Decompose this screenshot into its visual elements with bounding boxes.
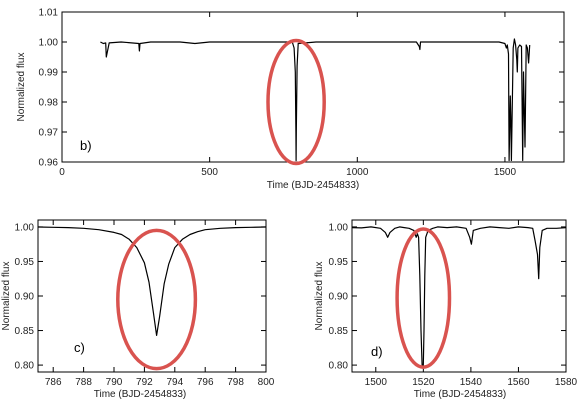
panel-b-plot-frame <box>61 11 565 163</box>
panel-d-x-tick-label: 1500 <box>365 377 388 388</box>
panel-c-x-tick-labels: 786 788 790 792 794 796 798 800 <box>45 377 275 388</box>
panel-b-highlight-ellipse <box>266 38 326 166</box>
panel-d-y-tick-label: 0.85 <box>329 326 349 337</box>
panel-d-x-tick-label: 1580 <box>555 377 578 388</box>
panel-c: 786 788 790 792 794 796 798 800 0.80 0.85 0.90 0.9… <box>1 219 275 400</box>
panel-c-x-tick-label: 796 <box>197 377 214 388</box>
panel-d-y-tick-label: 0.90 <box>329 292 349 303</box>
panel-c-y-tick-label: 0.95 <box>15 257 35 268</box>
panel-d-y-tick-labels: 0.80 0.85 0.90 0.95 1.00 <box>329 222 349 371</box>
panel-b-x-axis-label: Time (BJD-2454833) <box>267 180 359 191</box>
panel-b-x-tick-label: 1500 <box>494 167 517 178</box>
panel-b-x-tick-labels: 0 500 1000 1500 <box>59 167 516 178</box>
panel-d-x-tick-label: 1520 <box>412 377 435 388</box>
panel-b-flux-line <box>100 38 531 162</box>
panel-d-flux-line <box>351 226 567 366</box>
panel-c-x-tick-label: 794 <box>166 377 183 388</box>
panel-c-flux-line <box>37 226 267 336</box>
panel-d: 1500 1520 1540 1560 1580 0.80 0.85 0.90 0.95 1.0… <box>314 219 578 400</box>
panel-b-y-axis-label: Normalized flux <box>16 53 27 122</box>
panel-c-y-tick-label: 1.00 <box>15 222 35 233</box>
panel-b-label: b) <box>80 138 92 153</box>
panel-d-y-tick-label: 1.00 <box>329 222 349 233</box>
panel-d-x-axis-label: Time (BJD-2454833) <box>414 389 506 400</box>
panel-c-y-axis-label: Normalized flux <box>1 262 12 331</box>
panel-b-x-tick-label: 500 <box>201 167 218 178</box>
panel-b-y-tick-labels: 0.96 0.97 0.98 0.99 1.00 1.01 <box>39 8 59 169</box>
panel-b-y-tick-label: 1.01 <box>39 8 59 19</box>
panel-c-label: c) <box>74 340 85 355</box>
panel-b-x-tick-label: 0 <box>59 167 65 178</box>
panel-b-y-tick-label: 0.97 <box>39 128 59 139</box>
panel-c-ticks <box>38 220 267 372</box>
panel-c-x-tick-label: 788 <box>75 377 92 388</box>
panel-d-y-tick-label: 0.95 <box>329 257 349 268</box>
panel-b-y-tick-label: 1.00 <box>39 38 59 49</box>
panel-d-x-tick-labels: 1500 1520 1540 1560 1580 <box>365 377 578 388</box>
panel-c-plot-frame <box>37 219 267 373</box>
panel-d-ticks <box>352 220 567 372</box>
panel-c-y-tick-label: 0.90 <box>15 292 35 303</box>
panel-b-x-tick-label: 1000 <box>346 167 369 178</box>
panel-c-x-tick-label: 798 <box>227 377 244 388</box>
panel-c-x-tick-label: 792 <box>136 377 153 388</box>
panel-d-x-tick-label: 1560 <box>507 377 530 388</box>
panel-d-y-axis-label: Normalized flux <box>314 262 325 331</box>
panel-c-y-tick-label: 0.80 <box>15 361 35 372</box>
panel-c-highlight-ellipse <box>116 228 198 371</box>
panel-c-y-tick-label: 0.85 <box>15 326 35 337</box>
panel-b-ticks <box>61 11 564 163</box>
panel-b: 0 500 1000 1500 0.96 0.97 0.98 0.99 1.00 1.01 b)… <box>16 8 565 191</box>
panel-d-plot-frame <box>351 219 567 373</box>
panel-c-y-tick-labels: 0.80 0.85 0.90 0.95 1.00 <box>15 222 35 371</box>
panel-b-y-tick-label: 0.96 <box>39 158 59 169</box>
panel-c-x-axis-label: Time (BJD-2454833) <box>94 389 186 400</box>
panel-c-x-tick-label: 800 <box>258 377 275 388</box>
panel-c-x-tick-label: 790 <box>106 377 123 388</box>
panel-d-x-tick-label: 1540 <box>460 377 483 388</box>
panel-d-label: d) <box>371 344 383 359</box>
panel-c-x-tick-label: 786 <box>45 377 62 388</box>
panel-d-y-tick-label: 0.80 <box>329 361 349 372</box>
panel-d-highlight-ellipse <box>395 227 452 369</box>
panel-b-y-tick-label: 0.98 <box>39 98 59 109</box>
panel-b-y-tick-label: 0.99 <box>39 68 59 79</box>
